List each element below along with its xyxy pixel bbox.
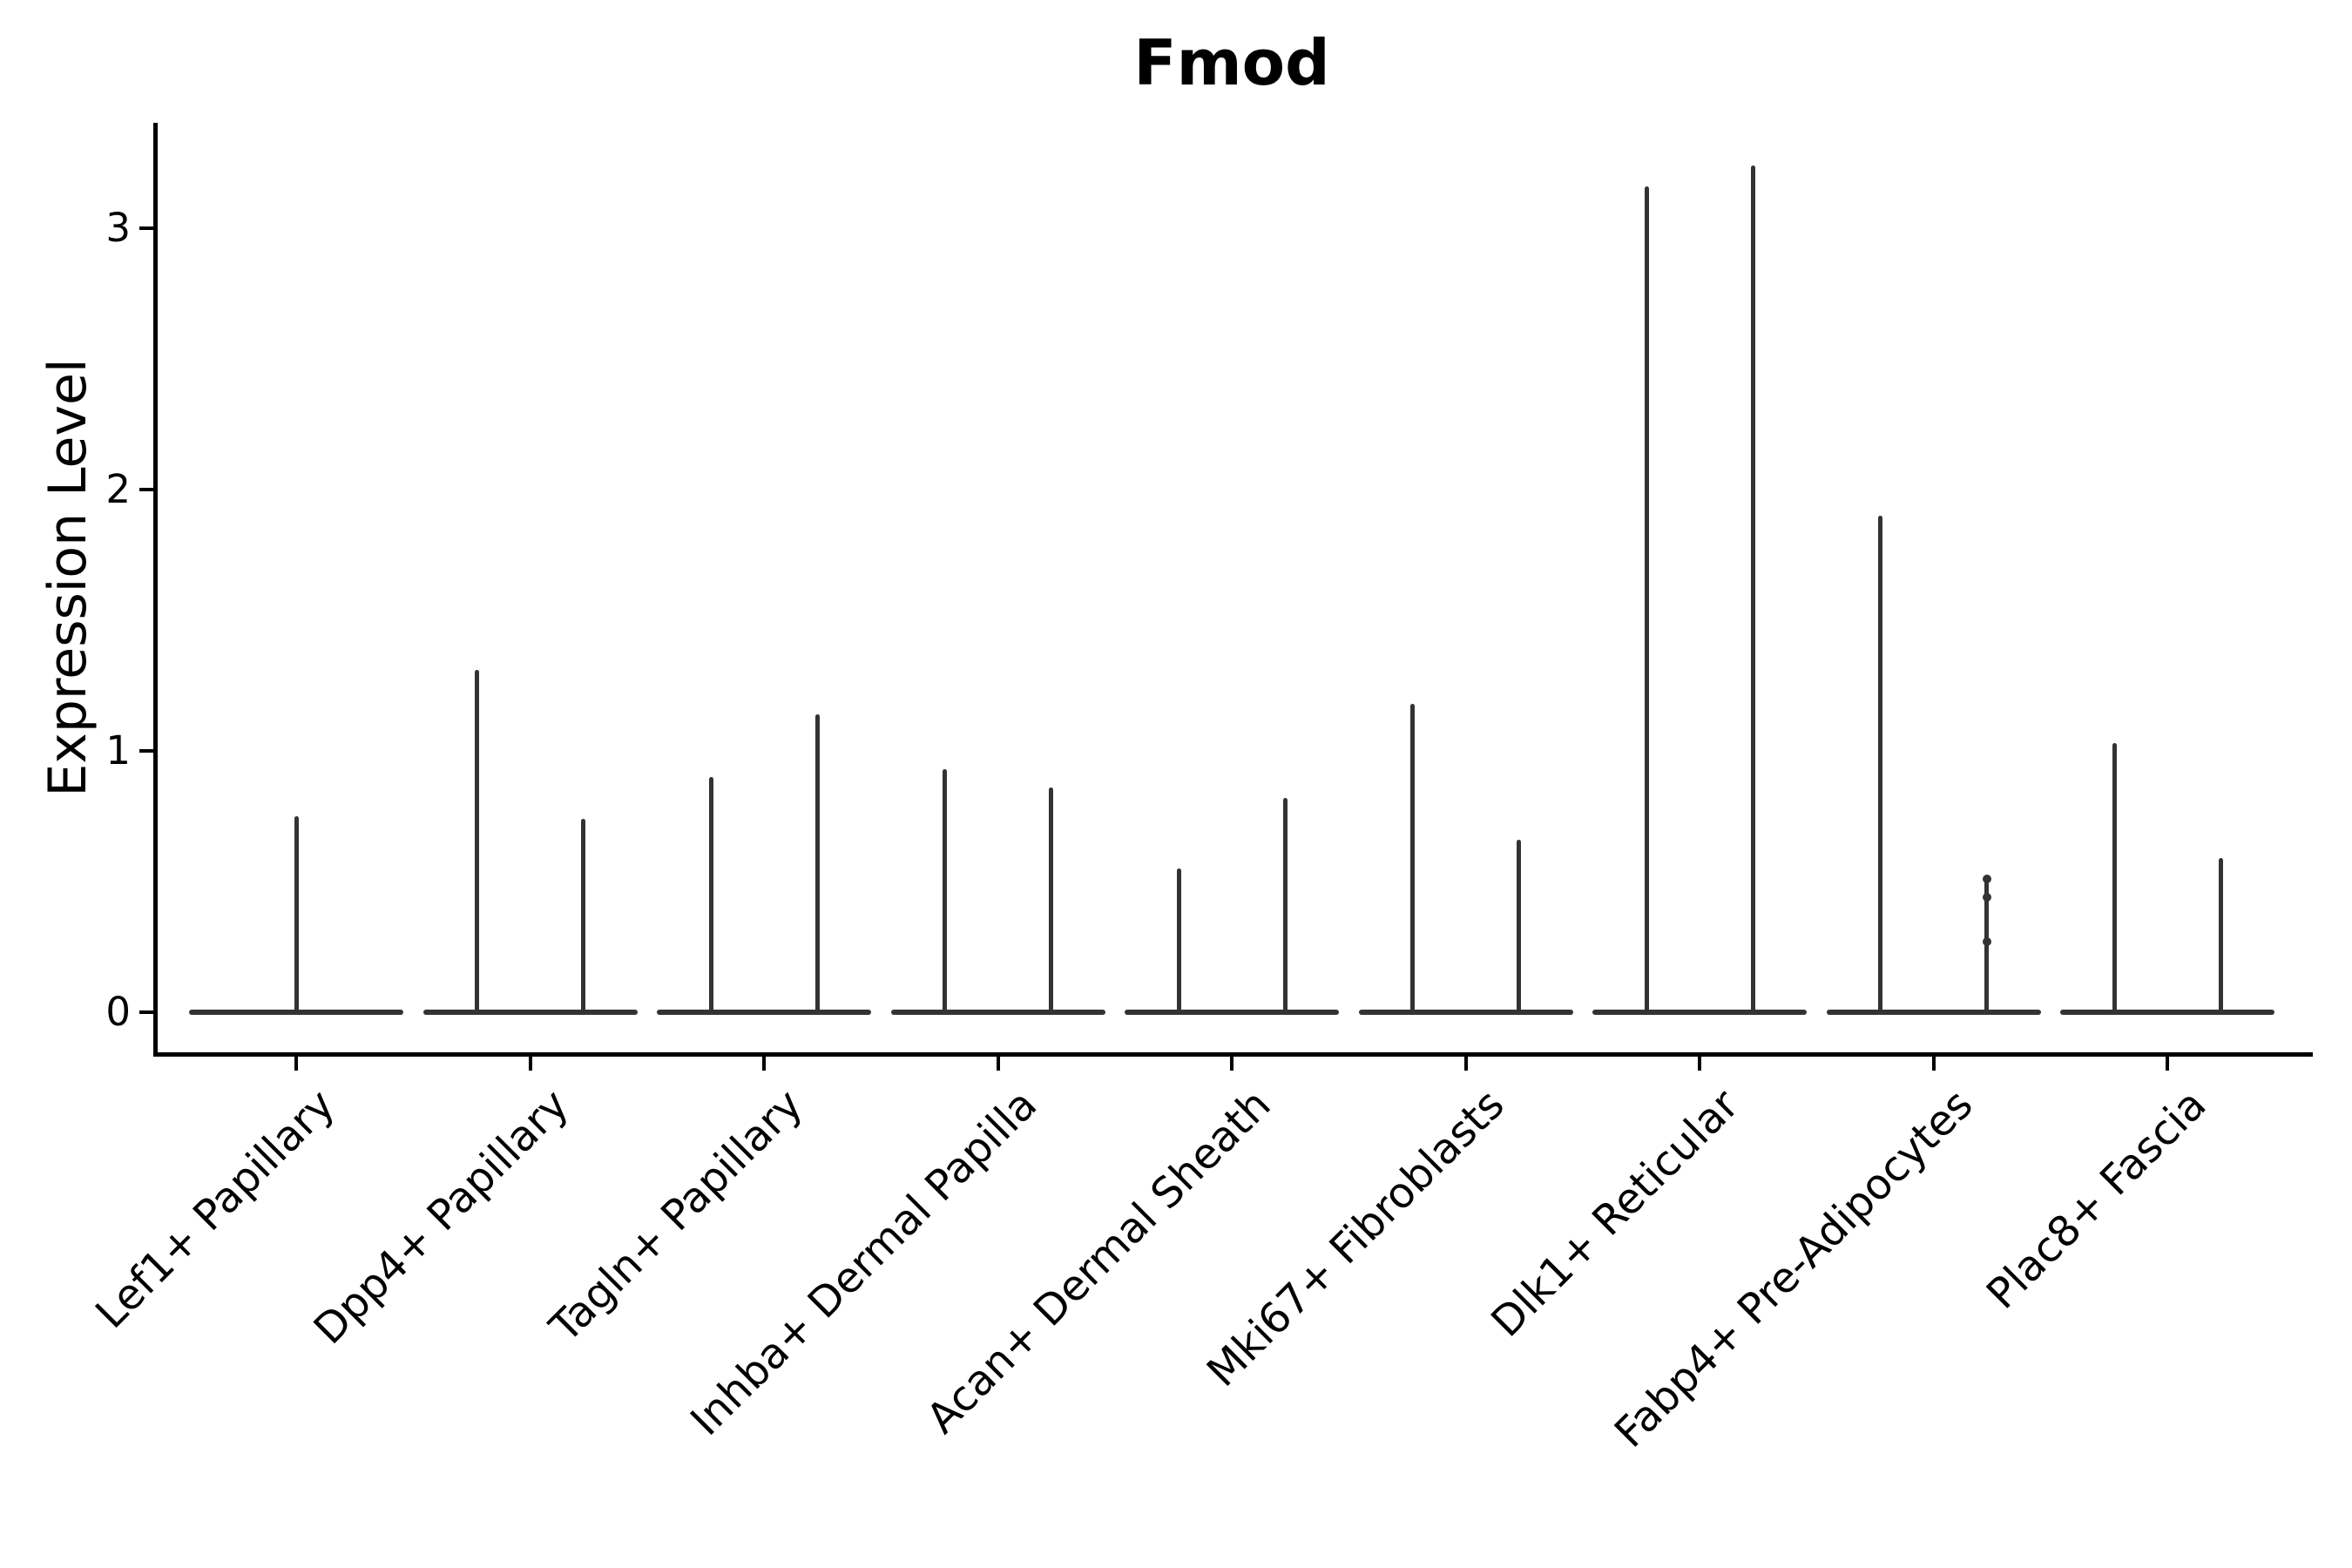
violin-spike [2218, 858, 2223, 1015]
violin-spike [1410, 704, 1415, 1015]
violin-baseline [1592, 1010, 1807, 1015]
x-axis-tick [996, 1056, 1000, 1071]
x-axis-tick [1698, 1056, 1701, 1071]
y-axis-tick [139, 488, 155, 491]
violin-spike [814, 714, 820, 1015]
y-axis-tick-label: 0 [105, 989, 131, 1035]
y-axis-tick-label: 1 [105, 727, 131, 774]
violin-expression-dot [1982, 937, 1991, 946]
x-axis-spine [153, 1052, 2313, 1057]
violin-spike [475, 670, 479, 1015]
violin-spike [1878, 516, 1882, 1015]
violin-spike [1644, 186, 1649, 1015]
violin-baseline [1358, 1010, 1573, 1015]
x-axis-tick-label: Lef1+ Papillary [86, 1080, 345, 1338]
y-axis-tick [139, 226, 155, 230]
violin-baseline [1125, 1010, 1339, 1015]
chart-title: Fmod [1133, 26, 1330, 99]
violin-spike [943, 769, 947, 1015]
y-axis-tick-label: 2 [105, 466, 131, 512]
x-axis-tick [294, 1056, 298, 1071]
x-axis-tick-label: Dpp4+ Papillary [305, 1080, 579, 1355]
violin-spike [1984, 879, 1989, 1015]
violin-expression-dot [1982, 875, 1991, 883]
violin-baseline [890, 1010, 1105, 1015]
y-axis-tick [139, 749, 155, 753]
x-axis-tick [1463, 1056, 1468, 1071]
violin-baseline [422, 1010, 638, 1015]
y-axis-spine [153, 123, 158, 1057]
x-axis-tick [762, 1056, 766, 1071]
violin-baseline [2060, 1010, 2274, 1015]
violin-spike [1750, 166, 1755, 1015]
violin-spike [294, 816, 299, 1015]
x-axis-tick-label: Plac8+ Fascia [1977, 1080, 2216, 1319]
x-axis-tick [1230, 1056, 1233, 1071]
violin-spike [2112, 743, 2117, 1015]
y-axis-tick [139, 1010, 155, 1014]
violin-spike [708, 777, 713, 1015]
x-axis-tick-label: Tagln+ Papillary [540, 1080, 813, 1352]
y-axis-tick-label: 3 [105, 205, 131, 251]
x-axis-tick [2166, 1056, 2169, 1071]
x-axis-tick [1931, 1056, 1936, 1071]
x-axis-tick-label: Dlk1+ Reticular [1481, 1080, 1748, 1347]
violin-spike [581, 819, 585, 1015]
violin-spike [1176, 868, 1181, 1015]
violin-expression-dot [1982, 893, 1991, 902]
violin-spike [1517, 840, 1521, 1015]
violin-baseline [1826, 1010, 2041, 1015]
x-axis-tick [528, 1056, 532, 1071]
violin-baseline [657, 1010, 871, 1015]
violin-spike [1282, 798, 1288, 1015]
violin-spike [1049, 787, 1053, 1015]
